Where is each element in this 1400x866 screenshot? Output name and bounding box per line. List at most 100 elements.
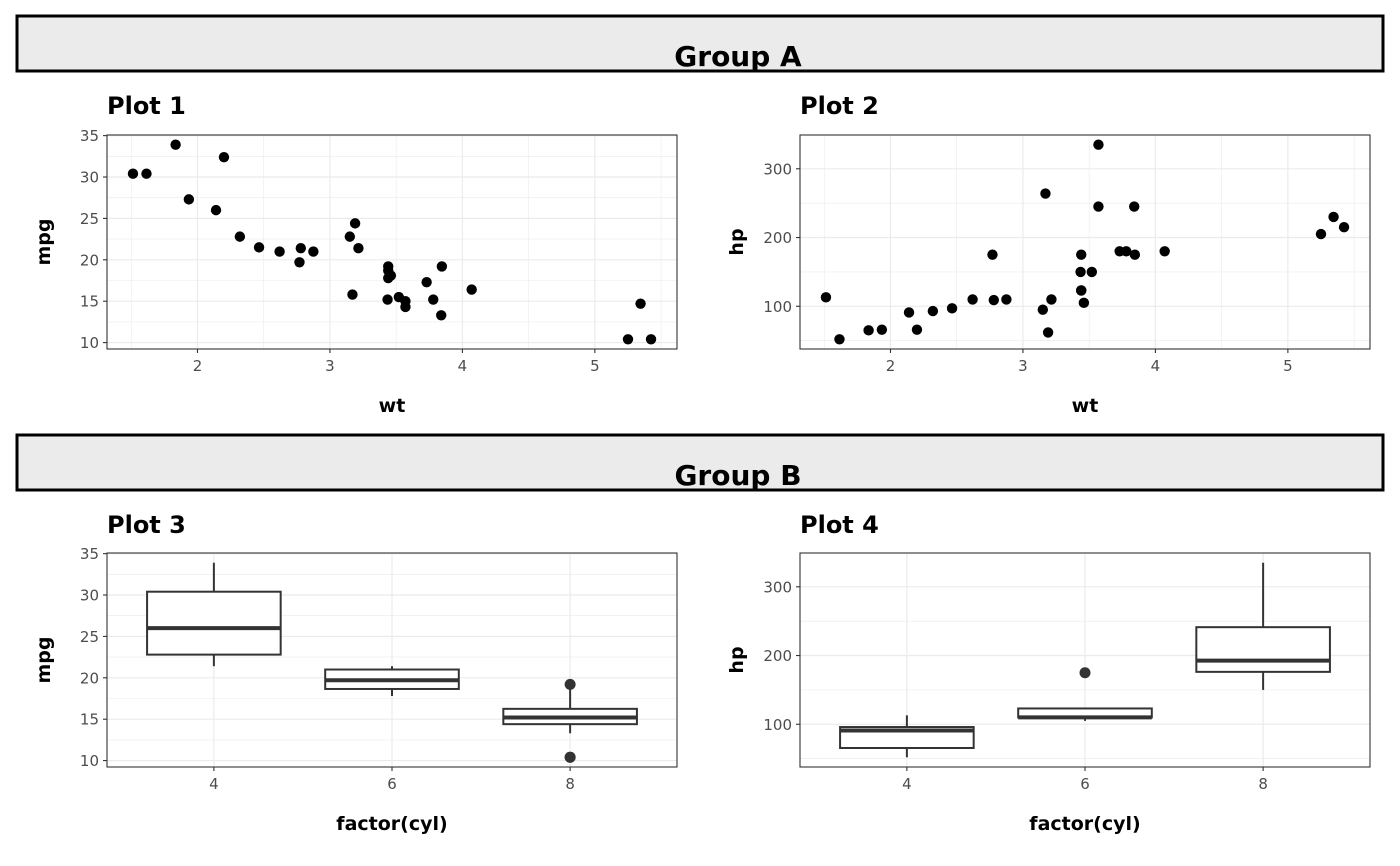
data-point [1075,266,1086,278]
x-axis-label: factor(cyl) [336,813,447,835]
x-tick-label: 4 [902,775,912,793]
plot-1-title: Plot 1 [107,92,186,120]
data-point [1093,139,1104,150]
x-axis-label: wt [1072,395,1099,417]
x-tick-label: 5 [1283,357,1293,375]
group-a-strip: Group A [15,14,1385,73]
y-tick-label: 30 [80,587,99,605]
x-tick-label: 3 [325,357,335,375]
data-point [141,168,152,179]
data-point [635,298,646,309]
panel-border [106,134,678,350]
x-tick-label: 8 [1258,775,1268,793]
data-point [967,294,978,305]
data-point [1076,285,1087,296]
data-point [308,246,319,257]
data-point [170,139,181,150]
data-point [274,246,285,257]
data-point [927,305,939,317]
y-tick-label: 30 [80,169,99,187]
x-tick-label: 6 [387,775,397,793]
data-point [353,243,364,254]
data-point [349,218,361,229]
data-point [876,324,888,335]
plot-3: 10 15 20 25 30 35 4 6 8 factor(cyl) mpg [33,545,678,835]
data-point [295,243,306,254]
boxplot-8 [502,678,638,763]
y-tick-label: 300 [763,160,792,178]
group-b-strip: Group B [15,433,1385,492]
data-point [218,151,230,163]
data-point [645,334,657,345]
data-point [421,276,432,288]
plot-4-title: Plot 4 [800,511,879,539]
y-axis-label: hp [726,228,748,255]
data-point [863,325,874,336]
x-tick-label: 4 [1151,357,1161,375]
data-point [1086,266,1098,278]
plot-2-title: Plot 2 [800,92,879,120]
plot-2: 100 200 300 2 3 4 5 wt hp [726,134,1371,417]
y-tick-label: 35 [80,127,99,145]
data-point [253,242,265,253]
x-tick-label: 4 [209,775,219,793]
data-point [1129,201,1140,212]
data-point [347,289,358,300]
data-point [1093,201,1104,212]
boxplot-4 [146,562,282,667]
data-point [127,168,139,179]
x-tick-label: 4 [458,357,468,375]
data-point [903,307,915,318]
y-tick-label: 100 [763,298,792,316]
plot-4: 100 200 300 4 6 8 factor(cyl) hp [726,552,1371,835]
data-point [436,261,448,272]
y-tick-label: 200 [763,647,792,665]
y-axis-label: mpg [33,637,55,684]
outlier-point [564,678,576,690]
data-point [820,292,832,303]
x-tick-label: 5 [590,357,600,375]
y-tick-label: 15 [80,293,99,311]
x-tick-label: 8 [565,775,575,793]
data-point [1042,327,1054,338]
y-tick-label: 300 [763,578,792,596]
data-point [234,231,246,242]
data-point [1001,294,1012,305]
y-tick-label: 200 [763,229,792,247]
panel-background [800,135,1370,349]
data-point [383,261,394,272]
data-point [344,231,356,242]
outlier-point [1079,667,1091,679]
boxplot-4 [839,715,975,758]
panel-background [107,135,677,349]
data-point [294,257,305,268]
y-tick-label: 25 [80,628,99,646]
data-point [988,294,999,306]
y-tick-label: 10 [80,334,99,352]
y-tick-label: 20 [80,251,99,269]
data-point [210,204,222,216]
group-b-label: Group B [674,459,801,492]
y-tick-label: 10 [80,752,99,770]
plot-1: 10 15 20 25 30 35 2 3 4 5 wt mpg [33,127,678,417]
data-point [1129,249,1141,260]
boxplot-6 [1017,667,1153,721]
data-point [183,194,195,205]
data-point [1121,246,1132,257]
data-point [1037,304,1049,315]
data-point [1315,228,1327,240]
x-tick-label: 3 [1018,357,1028,375]
data-point [834,334,845,345]
y-axis-label: hp [726,646,748,673]
x-axis-label: factor(cyl) [1029,813,1140,835]
panel-border [799,134,1371,350]
data-point [1076,249,1087,260]
x-tick-label: 2 [193,357,203,375]
data-point [1046,294,1057,305]
data-point [383,272,394,284]
boxplot-6 [324,666,460,697]
plot-3-title: Plot 3 [107,511,186,539]
data-point [987,249,998,260]
data-point [1338,222,1350,233]
